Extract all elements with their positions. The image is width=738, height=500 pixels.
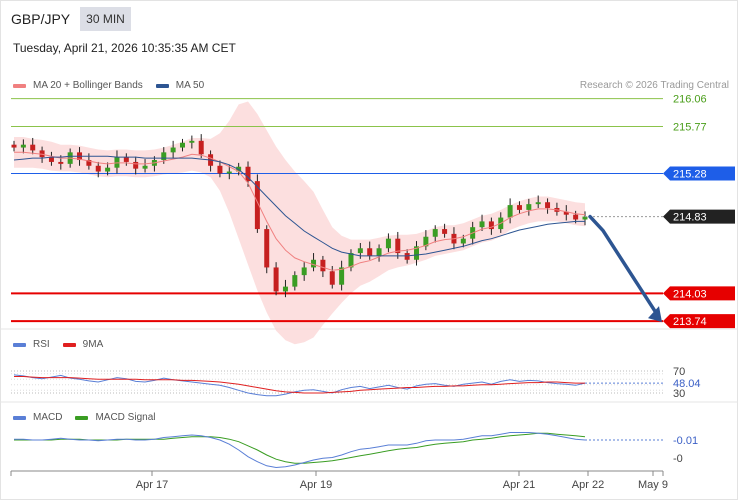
level-label-213.74: 213.74	[673, 316, 707, 328]
candle-body	[245, 166, 251, 182]
candle-body	[404, 253, 410, 260]
candle-body	[423, 236, 429, 247]
candle-body	[329, 271, 335, 285]
candle-body	[179, 142, 185, 148]
main-legend: MA 20 + Bollinger Bands MA 50	[13, 80, 204, 91]
candle-body	[123, 157, 129, 162]
rsi-current-label: 48.04	[673, 378, 701, 390]
candle-body	[273, 267, 279, 292]
candle-body	[348, 253, 354, 268]
legend-label-ma20: MA 20 + Bollinger Bands	[33, 80, 143, 91]
x-tick-label: May 9	[638, 479, 668, 491]
candle-body	[86, 160, 92, 166]
candle-body	[30, 144, 36, 151]
candle-body	[432, 229, 438, 237]
level-label-215.28: 215.28	[673, 168, 707, 180]
rsi-ma9-line	[14, 376, 585, 394]
ma20-line	[14, 151, 586, 271]
candle-body	[507, 205, 513, 218]
candle-body	[311, 259, 317, 268]
legend-label-9ma: 9MA	[82, 339, 104, 350]
candle-body	[142, 165, 148, 169]
rsi-legend: RSI 9MA	[13, 339, 103, 350]
legend-swatch-rsi	[13, 342, 26, 347]
candle-body	[573, 214, 579, 220]
candle-body	[357, 248, 363, 254]
level-tag-213.74	[663, 314, 735, 329]
candle-body	[460, 238, 466, 244]
candle-body	[198, 140, 204, 155]
candle-body	[545, 202, 551, 208]
legend-swatch-macd	[13, 415, 26, 420]
candle-body	[582, 216, 588, 220]
candle-body	[414, 246, 420, 260]
candle-body	[254, 181, 260, 230]
timeframe-button[interactable]: 30 MIN	[80, 7, 131, 31]
x-tick-label: Apr 21	[503, 479, 535, 491]
x-tick-label: Apr 17	[136, 479, 168, 491]
legend-label-macd: MACD	[33, 412, 63, 423]
credit-text: Research © 2026 Trading Central	[579, 80, 729, 91]
timestamp: Tuesday, April 21, 2026 10:35:35 AM CET	[13, 41, 236, 55]
rsi-tick-label: 30	[673, 388, 685, 400]
candle-body	[58, 161, 64, 164]
legend-label-rsi: RSI	[33, 339, 50, 350]
macd-line	[14, 432, 586, 469]
candle-body	[563, 211, 569, 215]
legend-swatch-macd-signal	[75, 415, 89, 420]
candle-body	[264, 229, 270, 268]
rsi-tick-label: 70	[673, 366, 685, 378]
macd-current-label: -0.01	[673, 435, 698, 447]
current-price-label: 214.83	[673, 212, 707, 224]
candle-body	[488, 221, 494, 230]
candle-body	[516, 205, 522, 210]
candle-body	[105, 167, 111, 172]
ma50-line	[13, 155, 585, 257]
candle-body	[48, 157, 54, 162]
candle-body	[339, 267, 345, 285]
legend-label-macd-signal: MACD Signal	[95, 412, 156, 423]
candle-body	[170, 147, 176, 153]
candle-body	[161, 152, 167, 161]
candle-body	[301, 267, 307, 276]
level-tag-214.03	[663, 286, 735, 301]
candle-body	[526, 204, 532, 210]
x-tick-label: Apr 22	[572, 479, 604, 491]
legend-swatch-9ma	[62, 342, 76, 347]
candle-body	[282, 286, 288, 292]
candle-body	[367, 248, 373, 256]
legend-label-ma50: MA 50	[175, 80, 205, 91]
candle-body	[320, 259, 326, 272]
candle-body	[395, 238, 401, 254]
level-label-214.03: 214.03	[673, 288, 707, 300]
candle-body	[385, 238, 391, 249]
level-label-215.77: 215.77	[673, 121, 707, 133]
level-label-216.06: 216.06	[673, 94, 707, 106]
candle-body	[442, 229, 448, 234]
legend-swatch-ma20	[13, 83, 26, 88]
symbol-title: GBP/JPY	[11, 11, 71, 27]
forecast-arrow	[588, 214, 657, 313]
current-price-tag	[663, 209, 735, 224]
level-tag-215.28	[663, 166, 735, 181]
candle-body	[535, 202, 541, 205]
candle-body	[226, 171, 232, 174]
legend-swatch-ma50	[155, 83, 169, 88]
macd-zero-label: -0	[673, 453, 683, 465]
candle-body	[376, 248, 382, 256]
candle-body	[95, 165, 101, 172]
forecast-arrow-head	[648, 306, 662, 323]
candle-body	[479, 221, 485, 228]
x-tick-label: Apr 19	[300, 479, 332, 491]
candle-body	[133, 161, 139, 169]
candle-body	[189, 140, 195, 143]
candle-body	[39, 150, 45, 158]
candle-body	[217, 165, 223, 174]
candle-body	[292, 275, 298, 287]
candle-body	[20, 144, 26, 148]
candle-body	[11, 144, 17, 148]
macd-signal-line	[14, 432, 586, 464]
macd-legend: MACD MACD Signal	[13, 412, 155, 423]
